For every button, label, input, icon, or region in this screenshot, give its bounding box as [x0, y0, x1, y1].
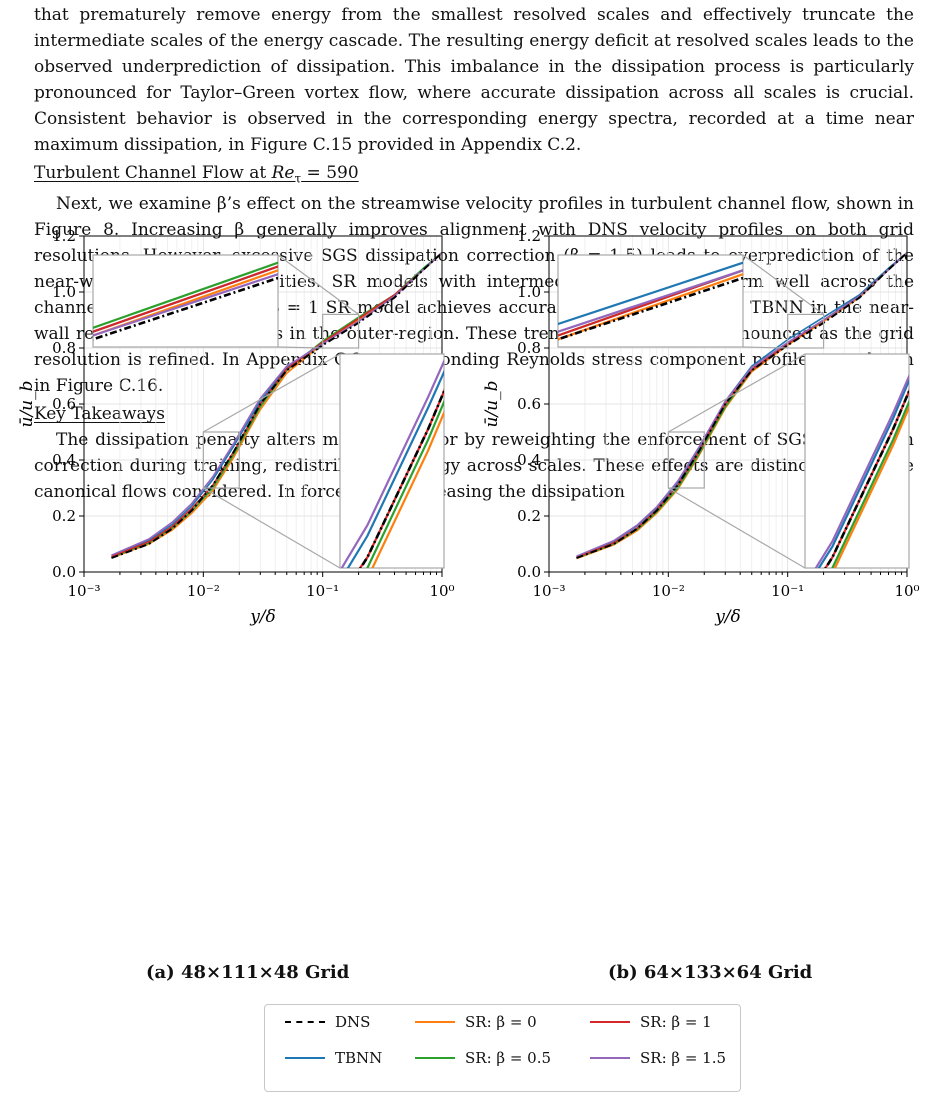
legend-entry: SR: β = 1.5 [590, 1049, 726, 1067]
legend-swatch [590, 1057, 630, 1059]
legend-swatch [415, 1057, 455, 1059]
y-axis-label: ū/u_b [482, 380, 502, 427]
caption-a: (a) 48×111×48 Grid [146, 962, 350, 983]
y-tick-label: 1.2 [517, 227, 541, 245]
zoom-inset-lower [667, 353, 910, 569]
zoom-inset-lower [202, 353, 445, 569]
legend-label: SR: β = 1 [640, 1013, 712, 1031]
x-tick-label: 10⁻³ [67, 582, 100, 600]
series-line [111, 252, 442, 559]
x-tick-label: 10⁰ [429, 582, 454, 600]
legend: DNS SR: β = 0 SR: β = 1 TBNN SR: β = 0.5 SR: … [264, 1004, 741, 1092]
legend-entry: SR: β = 1 [590, 1013, 712, 1031]
zoom-inset-upper [557, 254, 825, 349]
legend-entry: SR: β = 0.5 [415, 1049, 551, 1067]
legend-swatch [590, 1021, 630, 1023]
y-tick-label: 1.0 [52, 283, 76, 301]
x-tick-label: 10⁻¹ [771, 582, 804, 600]
y-tick-label: 0.2 [52, 507, 76, 525]
y-tick-label: 0.8 [52, 339, 76, 357]
legend-entry: DNS [285, 1013, 370, 1031]
legend-label: TBNN [335, 1049, 383, 1067]
legend-label: SR: β = 0.5 [465, 1049, 552, 1067]
y-tick-label: 0.0 [517, 563, 541, 581]
zoom-inset-upper [92, 254, 360, 349]
chart-panel-b: 0.0 0.2 0.4 0.6 0.8 1.0 1.2 10⁻³ 10⁻² 10⁻¹ 10⁰ y/δ ū… [482, 227, 920, 627]
y-tick-label: 0.2 [517, 507, 541, 525]
y-tick-label: 0.8 [517, 339, 541, 357]
section-heading-channel-flow: Turbulent Channel Flow at Reτ = 590 [34, 163, 359, 186]
legend-swatch [415, 1021, 455, 1023]
legend-swatch [285, 1021, 325, 1023]
legend-label: SR: β = 0 [465, 1013, 537, 1031]
y-tick-label: 1.2 [52, 227, 76, 245]
legend-entry: SR: β = 0 [415, 1013, 537, 1031]
x-tick-label: 10⁻¹ [306, 582, 339, 600]
chart-panel-a: 0.0 0.2 0.4 0.6 0.8 1.0 1.2 10⁻³ 10⁻² 10⁻¹ 10⁰ y/δ ū… [17, 227, 455, 627]
x-tick-label: 10⁻³ [532, 582, 565, 600]
legend-label: SR: β = 1.5 [640, 1049, 727, 1067]
series-line [576, 252, 907, 558]
y-tick-label: 1.0 [517, 283, 541, 301]
caption-b: (b) 64×133×64 Grid [608, 962, 813, 983]
x-tick-label: 10⁰ [894, 582, 919, 600]
section-heading-key-takeaways: Key Takeaways [34, 404, 165, 425]
x-axis-label: y/δ [714, 607, 741, 627]
series-line [576, 252, 907, 559]
y-tick-label: 0.6 [517, 395, 541, 413]
legend-entry: TBNN [285, 1049, 382, 1067]
legend-label: DNS [335, 1013, 371, 1031]
y-axis-label: ū/u_b [17, 380, 37, 427]
legend-swatch [285, 1057, 325, 1059]
series-line [111, 252, 442, 556]
x-tick-label: 10⁻² [652, 582, 685, 600]
y-tick-label: 0.4 [517, 451, 541, 469]
paragraph-1: that prematurely remove energy from the … [34, 5, 914, 155]
y-tick-label: 0.4 [52, 451, 76, 469]
x-axis-label: y/δ [249, 607, 276, 627]
x-tick-label: 10⁻² [187, 582, 220, 600]
y-tick-label: 0.0 [52, 563, 76, 581]
y-tick-label: 0.6 [52, 395, 76, 413]
